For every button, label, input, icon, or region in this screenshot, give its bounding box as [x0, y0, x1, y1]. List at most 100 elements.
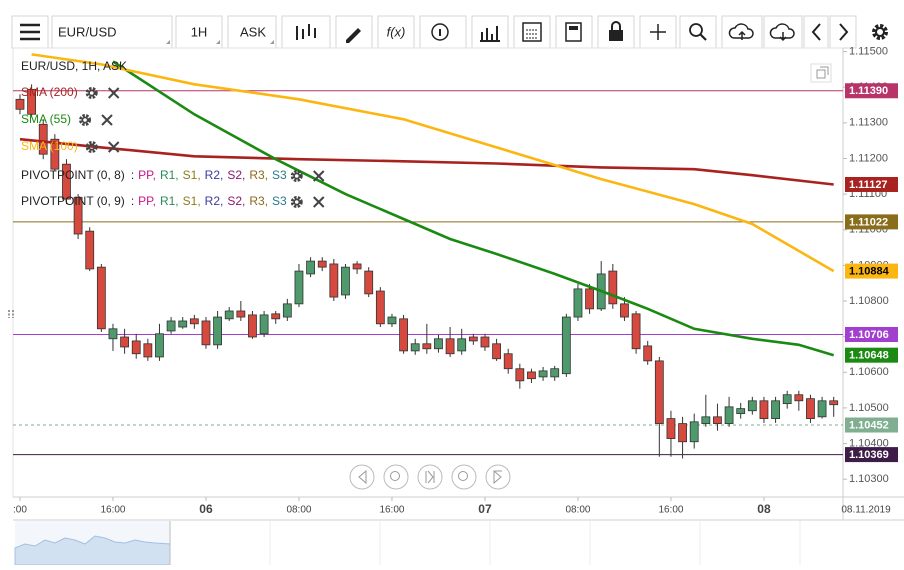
price-line-label: 1.10369 [849, 449, 889, 461]
legend-remove[interactable] [313, 170, 325, 182]
interval-button[interactable] [175, 15, 223, 49]
candle-body [27, 88, 36, 115]
candle-body [713, 416, 722, 424]
symbol-text: EUR/USD [58, 24, 117, 39]
legend-settings[interactable] [85, 141, 98, 153]
candle-body [515, 368, 525, 382]
prev-icon [811, 23, 821, 41]
candle-body [585, 288, 594, 310]
gear-icon [290, 170, 303, 182]
candle-body [131, 340, 141, 355]
pivot-legend-prefix: : [131, 168, 134, 182]
pivot-level: R1, [160, 168, 179, 182]
close-icon [313, 196, 325, 208]
pivot-level: S2, [227, 168, 245, 182]
price-line-box [845, 327, 898, 343]
zoom-icon [699, 33, 707, 41]
legend-remove[interactable] [107, 141, 120, 153]
candle-body [480, 336, 490, 348]
x-tick-label: 08:00 [565, 505, 590, 516]
candle-body [608, 270, 618, 305]
popout-button[interactable] [810, 63, 832, 83]
gear-icon [875, 27, 885, 37]
zoom-button[interactable] [679, 15, 717, 49]
candle-body [724, 406, 734, 424]
y-tick-label: 1.10400 [849, 437, 889, 449]
candle-body [108, 328, 118, 340]
ma-line [19, 137, 834, 186]
pivot-level: R3, [249, 194, 268, 208]
gear-icon [81, 116, 89, 124]
gear-icon [290, 196, 303, 208]
navigator-divider [169, 521, 801, 565]
legend-settings[interactable] [79, 114, 92, 126]
interval-text: 1H [191, 24, 208, 39]
legend-remove[interactable] [107, 87, 120, 99]
candle-body [643, 345, 653, 362]
pencil-icon [346, 28, 361, 43]
price-line-box [845, 417, 898, 433]
price-type-text: ASK [240, 24, 266, 39]
candle-body [155, 333, 164, 358]
legend-entry: SMA (200) [21, 85, 78, 99]
function-button[interactable] [377, 15, 415, 49]
candle-body [527, 371, 536, 380]
indicators-button[interactable] [471, 15, 509, 49]
zoom-in-icon [458, 471, 468, 481]
gear-icon [293, 198, 301, 206]
bars-icon [480, 26, 500, 42]
info-button[interactable] [419, 15, 467, 49]
y-tick-label: 1.10600 [849, 366, 889, 378]
next-button[interactable] [829, 15, 857, 49]
chart-type-button[interactable] [281, 15, 331, 49]
y-tick-label: 1.10300 [849, 473, 889, 485]
close-icon [107, 141, 120, 153]
candle-body [631, 313, 641, 350]
ma-last-box [845, 347, 898, 363]
gear-icon [79, 114, 92, 126]
legend-entry: SMA (100) [21, 139, 78, 153]
y-tick-label: 1.10500 [849, 402, 889, 414]
scroll-icon [358, 469, 502, 485]
prev-button[interactable] [803, 15, 829, 49]
cloud-down-icon [769, 23, 795, 39]
zoom-out-icon [390, 471, 400, 481]
calendar-icon [522, 22, 542, 42]
legend-remove[interactable] [101, 114, 113, 126]
candle-body [422, 343, 432, 350]
close-icon [313, 170, 325, 182]
candle-body [747, 400, 757, 412]
x-tick-label: 08:00 [286, 505, 311, 516]
candle-body [492, 343, 501, 360]
candle-body [503, 353, 513, 370]
legend-settings[interactable] [290, 170, 303, 182]
resize-handle[interactable] [8, 310, 14, 318]
price-line-label: 1.10706 [849, 329, 889, 341]
pivot-level: R2, [205, 168, 224, 182]
candle-body [666, 418, 676, 439]
candle-body [306, 260, 315, 275]
candle-body [375, 290, 385, 325]
candle-body [678, 423, 687, 443]
legend-settings[interactable] [85, 87, 98, 99]
candle-body [538, 370, 548, 378]
gear-icon [293, 172, 301, 180]
pivot-level: PP, [138, 194, 156, 208]
navigator-window[interactable] [15, 521, 170, 565]
candle-body [178, 320, 188, 328]
x-tick-label: :00 [13, 505, 27, 516]
candle-body [248, 314, 257, 338]
calendar-button[interactable] [513, 15, 551, 49]
calculator-button[interactable] [555, 15, 593, 49]
settings-button[interactable] [872, 24, 888, 40]
legend-settings[interactable] [290, 196, 303, 208]
lock-icon [609, 30, 623, 41]
candle-body [468, 336, 478, 342]
candle-body [364, 270, 374, 295]
symbol-input[interactable] [51, 15, 173, 49]
reset-icon [425, 470, 435, 484]
legend-remove[interactable] [313, 196, 325, 208]
plot-area [12, 47, 844, 498]
candle-body [794, 394, 804, 402]
gear-icon [88, 89, 96, 97]
